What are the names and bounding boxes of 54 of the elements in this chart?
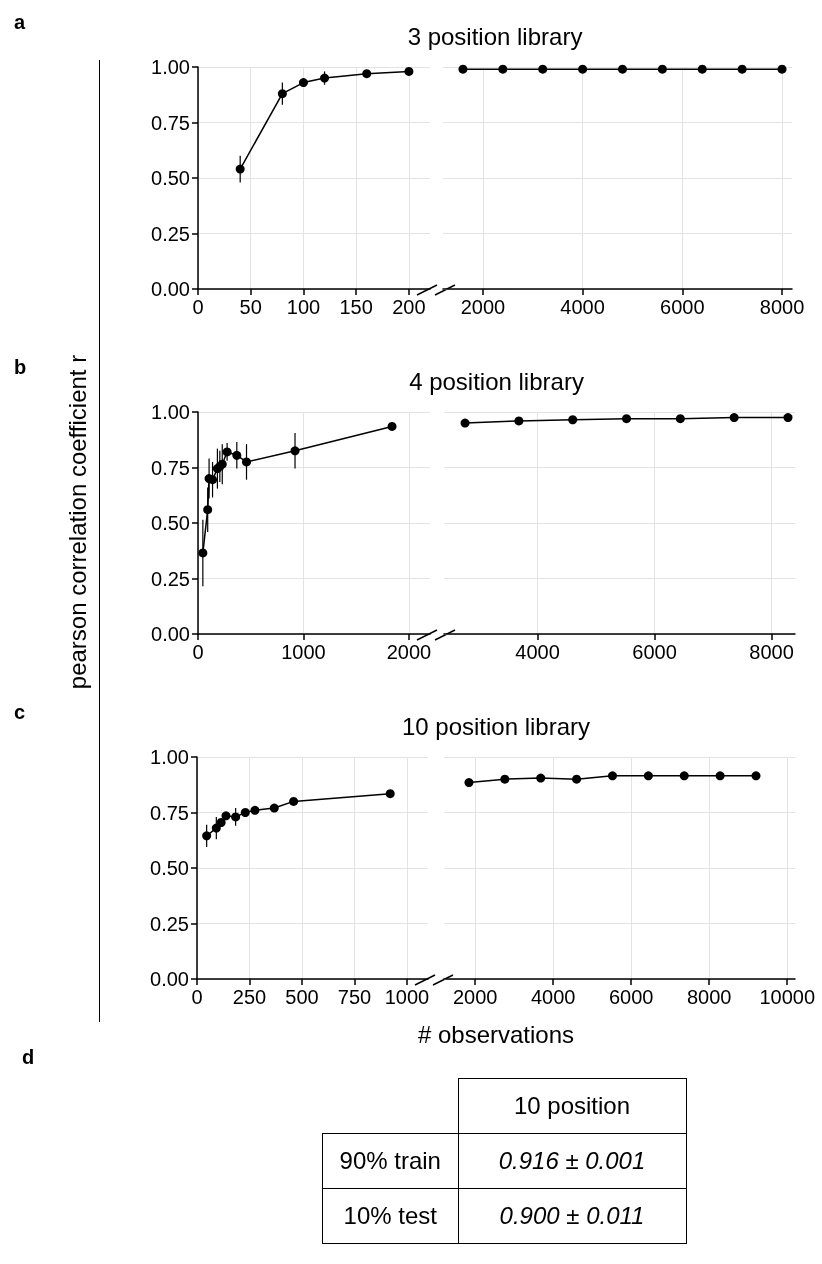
x-tick-label: 0 [192,641,204,663]
x-tick-label: 50 [239,296,262,318]
x-tick-label: 2000 [386,641,432,663]
x-tick-label: 2000 [460,296,506,318]
y-tick-label: 0.00 [151,623,190,645]
y-tick-label: 0.75 [151,456,190,479]
y-tick-label: 0.25 [151,567,190,590]
text: 10% test [322,1188,458,1244]
text: a [14,11,26,34]
x-tick-label: 8000 [759,296,805,318]
x-tick-label: 6000 [660,296,705,318]
chart-title: 4 position library [409,368,584,396]
x-tick-label: 6000 [632,641,677,663]
x-tick-label: 1000 [281,641,326,663]
text: 0.916 ± 0.001 [458,1133,686,1189]
x-tick-label: 8000 [686,986,732,1008]
x-tick-label: 100 [286,296,321,318]
y-tick-label: 0.75 [150,801,189,824]
y-tick-label: 0.50 [150,857,189,879]
text: 0.900 ± 0.011 [458,1188,686,1244]
x-tick-label: 4000 [560,296,605,318]
y-tick-label: 0.25 [151,222,190,245]
x-tick-label: 0 [191,986,203,1008]
x-tick-label: 4000 [530,986,576,1008]
y-tick-label: 0.75 [151,111,190,134]
x-tick-label: 1000 [384,986,430,1008]
y-tick-label: 1.00 [151,401,190,423]
text: c [14,701,26,724]
y-tick-label: 0.25 [150,912,189,935]
x-tick-label: 250 [232,986,267,1008]
y-tick-label: 0.50 [151,167,190,189]
text: d [22,1046,35,1069]
y-tick-label: 1.00 [151,56,190,78]
x-axis-title: # observations [417,1021,575,1049]
x-tick-label: 150 [339,296,373,318]
x-tick-label: 2000 [452,986,498,1008]
text: b [14,356,27,379]
x-tick-label: 8000 [749,641,794,663]
text: 10 position [458,1078,686,1134]
x-tick-label: 200 [392,296,426,318]
chart-title: 3 position library [407,23,583,51]
y-tick-label: 0.00 [151,278,190,300]
x-tick-label: 6000 [608,986,654,1008]
chart-title: 10 position library [401,713,591,741]
text: 90% train [322,1133,458,1189]
y-axis-title: pearson correlation coefficient r [64,354,92,690]
y-tick-label: 0.50 [151,512,190,534]
x-tick-label: 10000 [759,986,816,1008]
y-tick-label: 1.00 [150,746,189,768]
x-tick-label: 4000 [515,641,560,663]
y-tick-label: 0.00 [150,968,189,990]
x-tick-label: 500 [285,986,319,1008]
x-tick-label: 750 [337,986,372,1008]
x-tick-label: 0 [192,296,204,318]
